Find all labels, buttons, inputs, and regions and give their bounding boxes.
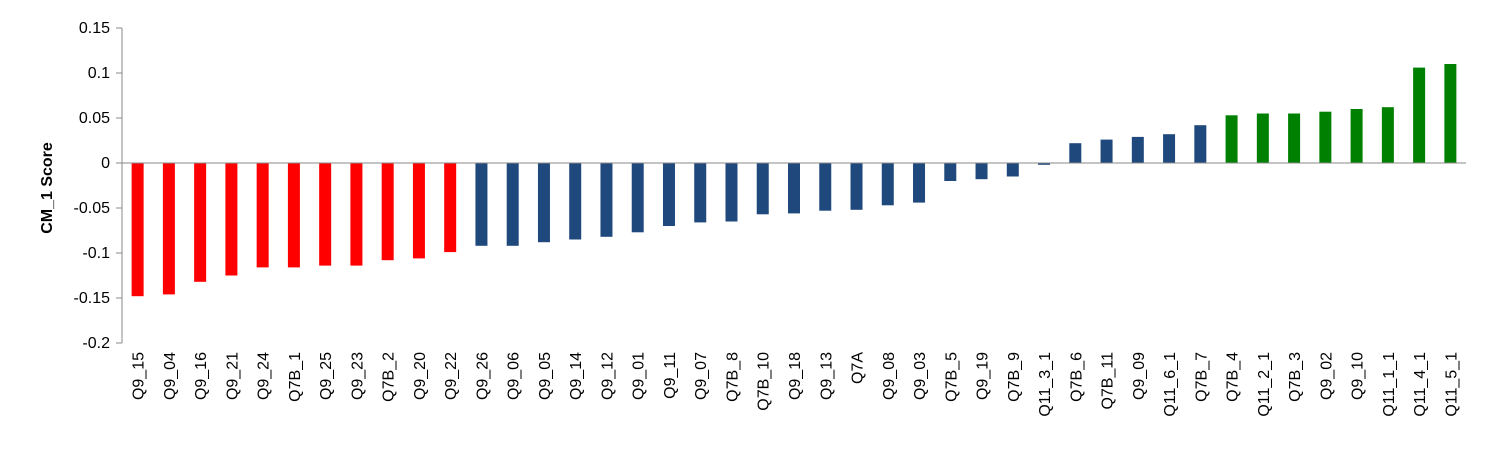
bar-q9_03: [913, 163, 926, 203]
bar-q9_11: [662, 163, 675, 226]
bar-q7b_1: [287, 163, 300, 268]
x-tick-label: Q9_19: [975, 352, 992, 400]
x-tick-label: Q7B_1: [287, 352, 304, 402]
x-tick-label: Q9_20: [412, 352, 429, 400]
bar-q9_19: [975, 163, 988, 180]
bar-q9_04: [162, 163, 175, 295]
x-tick-label: Q9_10: [1350, 352, 1367, 400]
x-tick-label: Q9_23: [349, 352, 366, 400]
bar-q9_07: [694, 163, 707, 223]
bar-q7b_9: [1006, 163, 1019, 177]
x-axis-labels: Q9_15 Q9_04 Q9_16 Q9_21 Q9_24 Q7B_1 Q9_25 Q9_23…: [131, 352, 1461, 417]
bar-q11_4_1: [1413, 67, 1426, 163]
bar-q9_09: [1131, 136, 1144, 163]
bar-q9_18: [788, 163, 800, 214]
x-tick-label: Q9_09: [1131, 352, 1148, 400]
x-tick-label: Q9_14: [568, 352, 585, 400]
bar-q11_3_1: [1038, 163, 1051, 165]
x-tick-label: Q9_04: [162, 352, 179, 400]
x-tick-label: Q7B_5: [943, 352, 960, 402]
x-tick-label: Q9_03: [912, 352, 929, 400]
bar-q7b_11: [1100, 139, 1113, 163]
bar-q11_6_1: [1163, 134, 1176, 163]
bars: [131, 64, 1457, 297]
x-tick-label: Q9_06: [506, 352, 523, 400]
bar-q7b_3: [1288, 113, 1301, 163]
x-tick-label: Q9_01: [631, 352, 648, 400]
bar-q7b_8: [725, 163, 738, 222]
bar-q9_08: [881, 163, 894, 206]
x-tick-label: Q7B_3: [1287, 352, 1304, 402]
x-tick-label: Q9_25: [318, 352, 335, 400]
x-tick-label: Q9_11: [662, 352, 679, 399]
y-tick-label: 0.05: [79, 110, 110, 127]
bar-q9_26: [475, 163, 488, 246]
y-tick-label: 0.1: [88, 65, 110, 82]
x-tick-label: Q9_12: [599, 352, 616, 400]
x-tick-label: Q7B_4: [1225, 352, 1242, 402]
x-tick-label: Q9_08: [881, 352, 898, 400]
x-tick-label: Q9_22: [443, 352, 460, 400]
y-tick-label: 0.15: [79, 20, 110, 37]
bar-q9_06: [506, 163, 519, 246]
bar-q9_12: [600, 163, 613, 237]
x-tick-label: Q11_3_1: [1037, 352, 1054, 417]
y-tick-label: -0.05: [74, 200, 111, 217]
x-tick-label: Q9_24: [256, 352, 273, 400]
x-tick-label: Q11_6_1: [1162, 352, 1179, 417]
x-tick-label: Q9_02: [1318, 352, 1335, 400]
bar-q9_22: [444, 163, 457, 253]
bar-q9_24: [256, 163, 269, 268]
x-tick-label: Q9_05: [537, 352, 554, 400]
bar-q9_16: [194, 163, 207, 282]
bar-q9_14: [569, 163, 582, 240]
bar-q9_02: [1319, 111, 1332, 163]
bar-q7a: [850, 163, 863, 210]
x-tick-label: Q7B_8: [724, 352, 741, 402]
x-tick-label: Q11_5_1: [1443, 352, 1460, 417]
bar-q9_25: [319, 163, 332, 266]
y-tick-label: -0.1: [82, 245, 110, 262]
x-tick-label: Q9_18: [787, 352, 804, 400]
x-tick-label: Q7B_10: [756, 352, 773, 411]
y-tick-label: -0.15: [74, 290, 111, 307]
bar-q7b_5: [944, 163, 957, 181]
bar-q7b_6: [1069, 143, 1082, 163]
bar-q11_1_1: [1381, 107, 1394, 163]
y-tick-label: 0: [101, 155, 110, 172]
bar-q7b_2: [381, 163, 394, 261]
x-tick-label: Q9_21: [224, 352, 241, 400]
y-axis: 0.15 0.1 0.05 0 -0.05 -0.1 -0.15 -0.2: [74, 20, 123, 352]
bar-q9_01: [631, 163, 644, 233]
bar-q9_20: [412, 163, 425, 259]
x-tick-label: Q9_07: [693, 352, 710, 400]
y-tick-label: -0.2: [82, 335, 110, 352]
x-tick-label: Q7B_11: [1100, 352, 1117, 410]
bar-q9_23: [350, 163, 363, 266]
bar-q9_05: [537, 163, 550, 243]
x-tick-label: Q7B_6: [1068, 352, 1085, 402]
x-tick-label: Q7B_7: [1193, 352, 1210, 402]
x-tick-label: Q9_26: [474, 352, 491, 400]
y-axis-title: CM_1 Score: [39, 142, 56, 234]
x-tick-label: Q7A: [850, 352, 867, 384]
x-tick-label: Q7B_9: [1006, 352, 1023, 402]
x-tick-label: Q11_2_1: [1256, 352, 1273, 417]
x-tick-label: Q9_13: [818, 352, 835, 400]
bar-q7b_4: [1225, 115, 1238, 163]
x-tick-label: Q11_4_1: [1412, 352, 1429, 417]
bar-q11_2_1: [1256, 113, 1269, 163]
bar-q9_21: [225, 163, 238, 276]
bar-q9_13: [819, 163, 832, 211]
bar-q9_10: [1350, 109, 1363, 163]
x-tick-label: Q9_15: [131, 352, 148, 400]
bar-q7b_7: [1194, 125, 1207, 163]
bar-q9_15: [131, 163, 144, 297]
x-tick-label: Q11_1_1: [1381, 352, 1398, 417]
x-tick-label: Q9_16: [193, 352, 210, 400]
bar-q7b_10: [756, 163, 769, 215]
x-tick-label: Q7B_2: [381, 352, 398, 402]
bar-q11_5_1: [1444, 64, 1457, 163]
